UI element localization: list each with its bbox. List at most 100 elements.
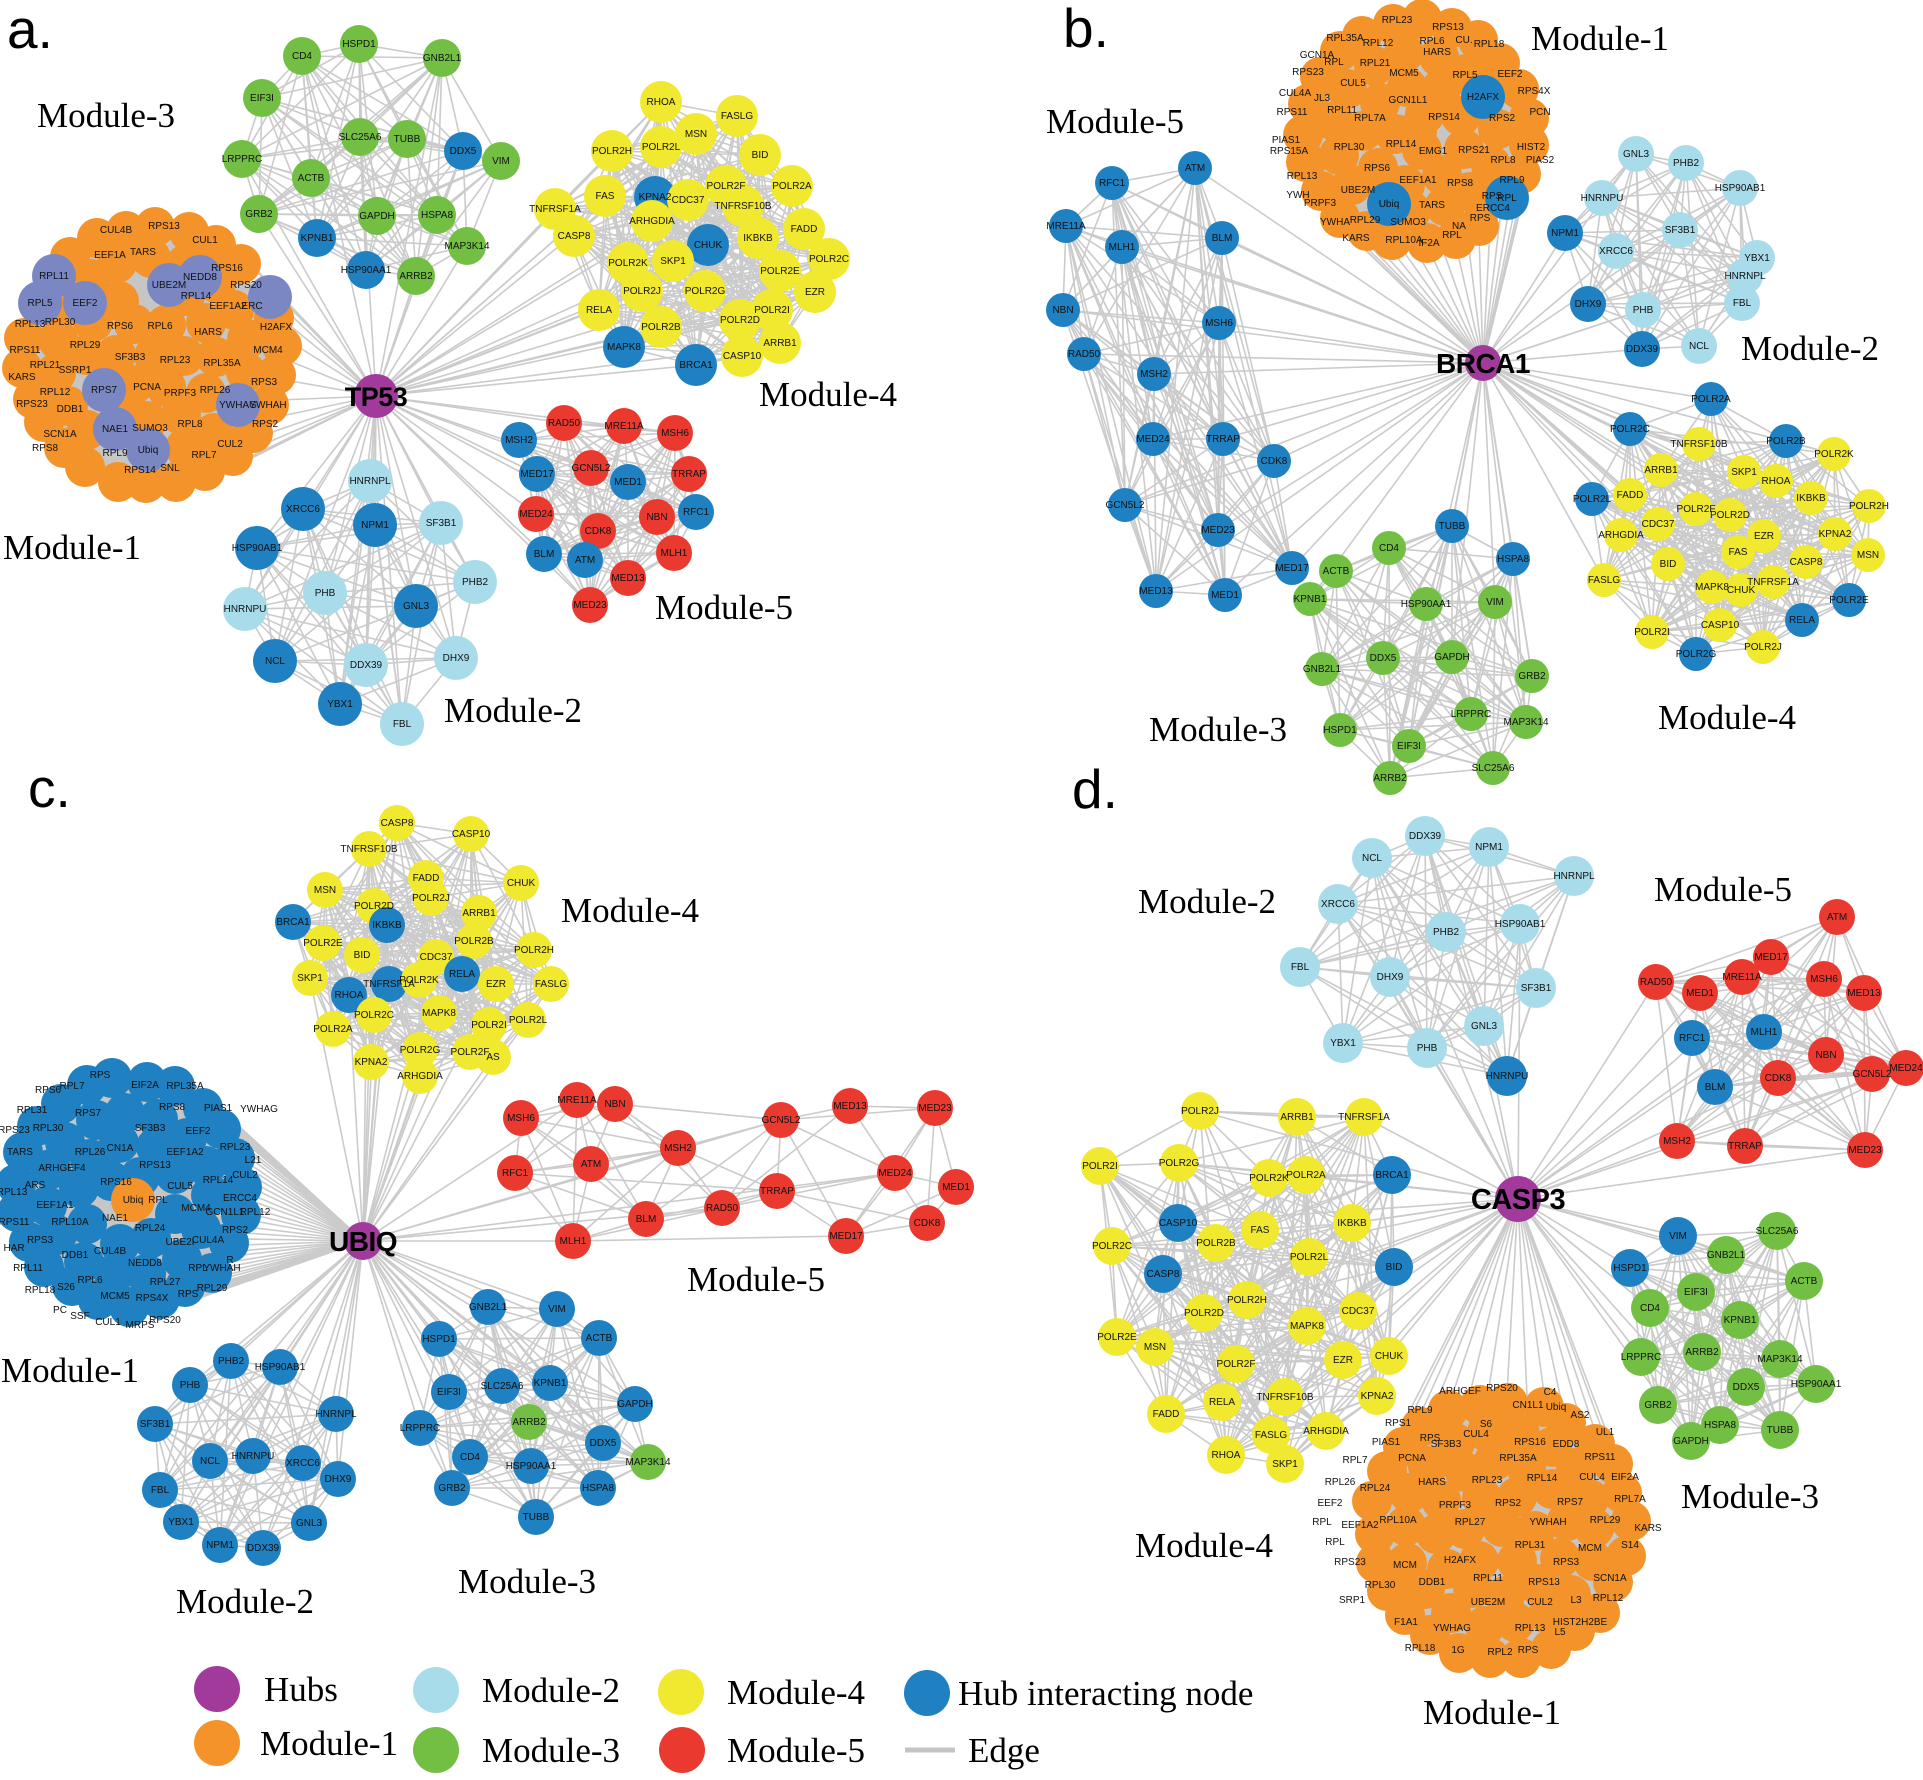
svg-text:RPL: RPL bbox=[188, 1263, 208, 1274]
svg-text:SF3B1: SF3B1 bbox=[140, 1419, 171, 1430]
svg-text:CUL1: CUL1 bbox=[192, 235, 218, 246]
svg-text:EEF2: EEF2 bbox=[72, 298, 97, 309]
svg-text:RPS23: RPS23 bbox=[0, 1125, 30, 1136]
svg-text:MSH2: MSH2 bbox=[664, 1143, 692, 1154]
svg-text:CUL2: CUL2 bbox=[217, 439, 243, 450]
svg-text:TNFRSF1A: TNFRSF1A bbox=[1338, 1112, 1390, 1123]
svg-text:CASP10: CASP10 bbox=[1159, 1218, 1198, 1229]
svg-text:RPS8: RPS8 bbox=[32, 443, 59, 454]
svg-text:RPL: RPL bbox=[1312, 1517, 1332, 1528]
svg-text:Module-5: Module-5 bbox=[1654, 870, 1792, 909]
svg-text:RPS11: RPS11 bbox=[10, 345, 41, 356]
svg-text:MED23: MED23 bbox=[1201, 525, 1235, 536]
svg-text:CHUK: CHUK bbox=[1727, 585, 1756, 596]
svg-text:CASP8: CASP8 bbox=[1147, 1269, 1180, 1280]
svg-text:SLC25A6: SLC25A6 bbox=[1756, 1226, 1799, 1237]
svg-text:Module-2: Module-2 bbox=[176, 1582, 314, 1621]
svg-text:BLM: BLM bbox=[1212, 233, 1233, 244]
svg-text:RPS13: RPS13 bbox=[1528, 1577, 1560, 1588]
svg-text:RPS11: RPS11 bbox=[1585, 1452, 1616, 1463]
svg-text:MAPK8: MAPK8 bbox=[1290, 1321, 1324, 1332]
svg-text:RPL12: RPL12 bbox=[40, 387, 71, 398]
svg-text:DDB1: DDB1 bbox=[62, 1250, 89, 1261]
svg-text:RPS11: RPS11 bbox=[0, 1217, 30, 1228]
svg-text:POLR2L: POLR2L bbox=[1290, 1252, 1329, 1263]
svg-text:RAD50: RAD50 bbox=[548, 418, 581, 429]
svg-text:ARHGEF: ARHGEF bbox=[1439, 1386, 1481, 1397]
svg-text:Module-4: Module-4 bbox=[561, 891, 699, 930]
svg-text:EEF2: EEF2 bbox=[185, 1126, 210, 1137]
svg-text:RPS21: RPS21 bbox=[1458, 145, 1490, 156]
svg-text:MED13: MED13 bbox=[1847, 988, 1881, 999]
svg-text:POLR2A: POLR2A bbox=[313, 1024, 353, 1035]
svg-text:MED23: MED23 bbox=[1848, 1145, 1882, 1156]
svg-text:MLH1: MLH1 bbox=[560, 1236, 587, 1247]
svg-text:KPNA2: KPNA2 bbox=[1361, 1391, 1394, 1402]
svg-text:CDK8: CDK8 bbox=[1261, 456, 1288, 467]
svg-text:DDX5: DDX5 bbox=[1370, 653, 1397, 664]
svg-text:AS: AS bbox=[486, 1052, 500, 1063]
svg-text:POLR2J: POLR2J bbox=[1181, 1106, 1219, 1117]
svg-text:YBX1: YBX1 bbox=[1744, 253, 1770, 264]
svg-text:POLR2C: POLR2C bbox=[1610, 424, 1650, 435]
svg-text:SKP1: SKP1 bbox=[660, 256, 686, 267]
svg-text:FAS: FAS bbox=[1729, 547, 1748, 558]
svg-text:POLR2L: POLR2L bbox=[1573, 494, 1612, 505]
svg-text:Module-1: Module-1 bbox=[1423, 1693, 1561, 1732]
svg-text:RHOA: RHOA bbox=[647, 97, 676, 108]
svg-text:PIAS2: PIAS2 bbox=[1526, 155, 1555, 166]
svg-text:RPL35A: RPL35A bbox=[1326, 33, 1364, 44]
svg-text:Module-3: Module-3 bbox=[1681, 1477, 1819, 1516]
svg-text:MED24: MED24 bbox=[1889, 1063, 1923, 1074]
svg-text:GAPDH: GAPDH bbox=[1434, 652, 1470, 663]
svg-text:MED17: MED17 bbox=[1754, 952, 1788, 963]
svg-text:RPL18: RPL18 bbox=[25, 1285, 56, 1296]
svg-text:MED24: MED24 bbox=[519, 509, 553, 520]
svg-text:ARHGDIA: ARHGDIA bbox=[1303, 1426, 1349, 1437]
svg-text:ARRB2: ARRB2 bbox=[399, 271, 433, 282]
svg-text:HSP90AA1: HSP90AA1 bbox=[341, 265, 392, 276]
svg-text:MLH1: MLH1 bbox=[1751, 1027, 1778, 1038]
svg-text:POLR2B: POLR2B bbox=[1196, 1238, 1236, 1249]
svg-text:RPL13: RPL13 bbox=[1287, 171, 1318, 182]
svg-text:RPL10A: RPL10A bbox=[1385, 235, 1423, 246]
svg-text:Module-2: Module-2 bbox=[444, 691, 582, 730]
svg-text:POLR2F: POLR2F bbox=[1217, 1359, 1256, 1370]
svg-text:MAPK8: MAPK8 bbox=[1695, 582, 1729, 593]
svg-text:RPL14: RPL14 bbox=[1386, 139, 1417, 150]
svg-text:POLR2D: POLR2D bbox=[354, 901, 394, 912]
svg-text:Module-1: Module-1 bbox=[1531, 19, 1669, 58]
svg-text:TARS: TARS bbox=[130, 247, 156, 258]
svg-text:PIAS1: PIAS1 bbox=[1372, 1437, 1401, 1448]
svg-text:HARS: HARS bbox=[1418, 1477, 1446, 1488]
svg-text:GNL3: GNL3 bbox=[1471, 1021, 1498, 1032]
svg-text:POLR2K: POLR2K bbox=[399, 975, 439, 986]
svg-text:RPL23: RPL23 bbox=[160, 355, 191, 366]
svg-text:UBE2M: UBE2M bbox=[1471, 1597, 1505, 1608]
svg-text:HNRNPU: HNRNPU bbox=[1581, 193, 1624, 204]
svg-text:MCM4: MCM4 bbox=[253, 345, 283, 356]
svg-text:RELA: RELA bbox=[1209, 1397, 1235, 1408]
svg-text:MED17: MED17 bbox=[1275, 563, 1309, 574]
svg-text:HSP90AA1: HSP90AA1 bbox=[1791, 1379, 1842, 1390]
svg-text:MED17: MED17 bbox=[520, 469, 554, 480]
svg-text:GNB2L1: GNB2L1 bbox=[469, 1302, 508, 1313]
svg-text:IF2A: IF2A bbox=[1418, 238, 1439, 249]
svg-text:MED13: MED13 bbox=[1139, 586, 1173, 597]
svg-text:Module-5: Module-5 bbox=[1046, 102, 1184, 141]
svg-text:Ubiq: Ubiq bbox=[123, 1195, 144, 1206]
svg-text:SSRP1: SSRP1 bbox=[59, 365, 92, 376]
svg-text:b.: b. bbox=[1063, 0, 1109, 59]
svg-text:RPL24: RPL24 bbox=[135, 1223, 166, 1234]
svg-text:POLR2I: POLR2I bbox=[471, 1020, 507, 1031]
svg-text:MAPK8: MAPK8 bbox=[607, 342, 641, 353]
svg-text:HNRNPU: HNRNPU bbox=[1486, 1071, 1529, 1082]
svg-text:RPS: RPS bbox=[1420, 1433, 1441, 1444]
svg-text:RPS13: RPS13 bbox=[148, 221, 180, 232]
svg-text:CD4: CD4 bbox=[292, 51, 312, 62]
svg-text:POLR2F: POLR2F bbox=[707, 181, 746, 192]
svg-text:NEDD8: NEDD8 bbox=[183, 272, 217, 283]
svg-text:GRB2: GRB2 bbox=[1518, 671, 1546, 682]
svg-text:POLR2J: POLR2J bbox=[623, 286, 661, 297]
svg-text:CASP8: CASP8 bbox=[1790, 557, 1823, 568]
